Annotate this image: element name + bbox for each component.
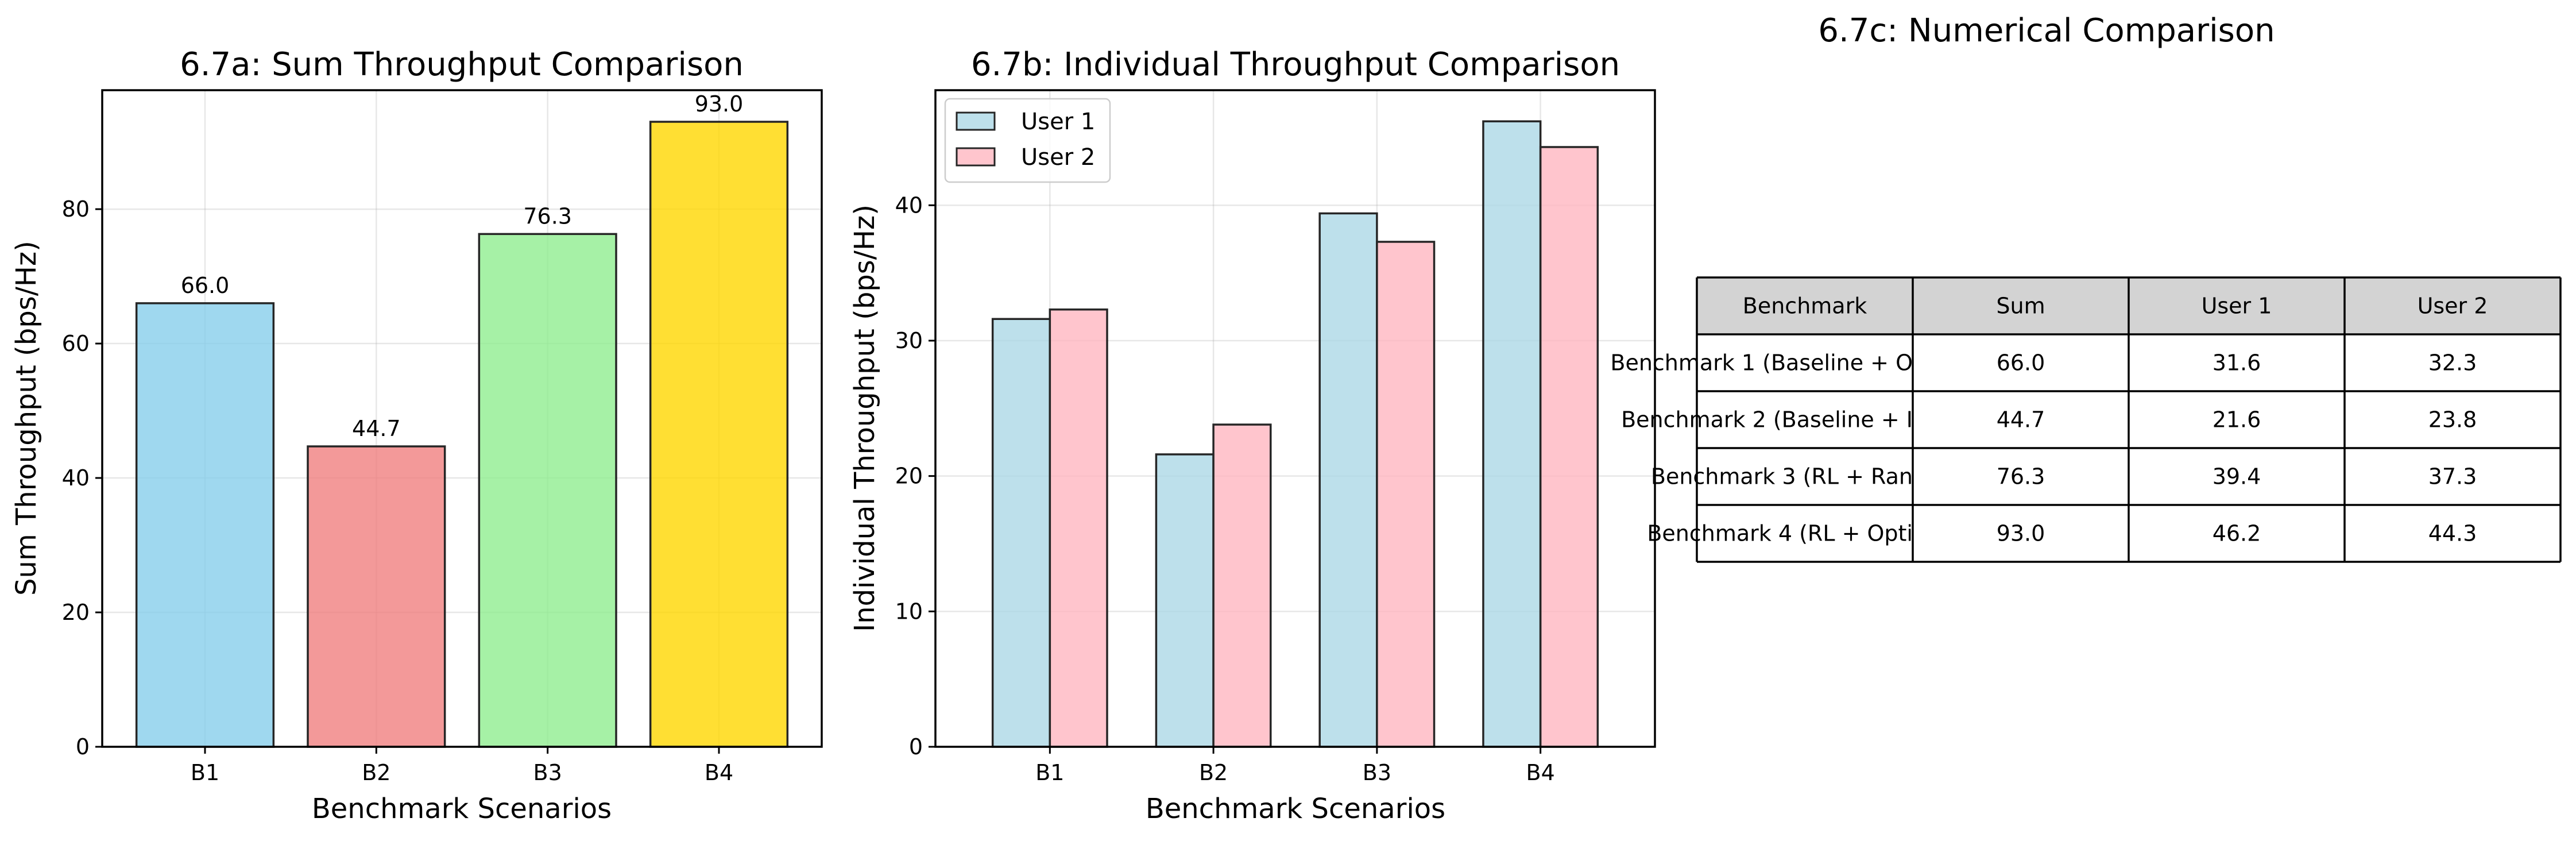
bar-user-1-b2 [1155, 453, 1214, 748]
header-cell-bg [2345, 277, 2560, 334]
table-c-title: 6.7c: Numerical Comparison [1818, 12, 2275, 49]
x-tick-label-b2: B2 [362, 760, 390, 785]
bar-user-1-b3 [1318, 212, 1378, 748]
x-tick-label-b4: B4 [1526, 760, 1555, 785]
chart-a-y-axis-label: Sum Throughput (bps/Hz) [10, 241, 42, 596]
table-cell-value: 32.3 [2428, 350, 2477, 376]
x-tick-label-b1: B1 [1035, 760, 1064, 785]
header-cell-user-2: User 2 [2418, 294, 2488, 319]
table-cell-value: 23.8 [2428, 407, 2477, 433]
chart-a-x-axis-label: Benchmark Scenarios [312, 793, 612, 825]
legend-swatch-user-2 [956, 147, 996, 167]
chart-b-frame [934, 89, 1656, 748]
header-cell-user-1: User 1 [2202, 294, 2272, 319]
chart-b: 0 10 20 30 40 B1 B2 B3 B4 6.7b: Individual Thro… [849, 46, 1656, 825]
bar-b3 [478, 233, 617, 748]
chart-a-x-ticks: B1 B2 B3 B4 [191, 747, 733, 785]
table-cell-benchmark: Benchmark 4 (RL + Opti [1647, 521, 1913, 546]
y-tick-label: 0 [909, 734, 923, 759]
chart-b-x-axis-label: Benchmark Scenarios [1146, 793, 1445, 825]
header-cell-bg [1913, 277, 2129, 334]
y-tick-label: 40 [62, 465, 90, 491]
chart-b-y-axis-label: Individual Throughput (bps/Hz) [849, 205, 881, 632]
data-label-b3: 76.3 [523, 203, 572, 229]
chart-b-y-ticks: 0 10 20 30 40 [895, 192, 935, 759]
bar-user-2-b4 [1539, 146, 1599, 748]
table-cell-benchmark: Benchmark 1 (Baseline + O [1610, 350, 1913, 376]
bar-b1 [135, 302, 275, 748]
data-label-b1: 66.0 [181, 273, 230, 298]
y-tick-label: 20 [62, 600, 90, 625]
table-cell-value: 76.3 [1997, 464, 2045, 489]
table-cell-value: 31.6 [2213, 350, 2261, 376]
table-cell-value: 44.3 [2428, 521, 2477, 546]
header-cell-bg [2129, 277, 2345, 334]
table-cell-benchmark: Benchmark 2 (Baseline + I [1621, 407, 1913, 433]
chart-a: 0 20 40 60 80 B1 B2 B3 B4 66.0 44.7 76.3 93.0 6.7a… [10, 46, 823, 825]
chart-a-title: 6.7a: Sum Throughput Comparison [180, 46, 744, 83]
bar-b2 [307, 445, 446, 748]
legend-label-user-2: User 2 [1021, 144, 1095, 171]
bar-user-2-b2 [1212, 423, 1272, 748]
table-cell-value: 37.3 [2428, 464, 2477, 489]
table-cell-value: 21.6 [2213, 407, 2261, 433]
chart-a-bars [135, 121, 789, 748]
legend-label-user-1: User 1 [1021, 109, 1095, 135]
bar-user-2-b1 [1049, 308, 1108, 748]
table-cell-value: 44.7 [1997, 407, 2045, 433]
table-c: 6.7c: Numerical Comparison Benchmark Sum U… [1610, 12, 2562, 563]
x-tick-label-b2: B2 [1199, 760, 1228, 785]
chart-b-title: 6.7b: Individual Throughput Comparison [971, 46, 1620, 83]
legend-swatch-user-1 [956, 111, 996, 131]
chart-b-legend: User 1 User 2 [944, 98, 1111, 183]
x-tick-label-b3: B3 [1363, 760, 1391, 785]
header-cell-benchmark: Benchmark [1743, 294, 1867, 319]
header-cell-sum: Sum [1996, 294, 2045, 319]
table-cell-value: 93.0 [1997, 521, 2045, 546]
y-tick-label: 10 [895, 599, 923, 624]
table-cell-value: 39.4 [2213, 464, 2261, 489]
x-tick-label-b1: B1 [191, 760, 219, 785]
x-tick-label-b3: B3 [533, 760, 562, 785]
y-tick-label: 60 [62, 331, 90, 356]
y-tick-label: 80 [62, 196, 90, 222]
y-tick-label: 40 [895, 192, 923, 218]
bar-user-1-b1 [991, 318, 1051, 748]
y-tick-label: 30 [895, 328, 923, 353]
x-tick-label-b4: B4 [705, 760, 733, 785]
chart-a-y-ticks: 0 20 40 60 80 [62, 196, 102, 759]
table-cell-value: 66.0 [1997, 350, 2045, 376]
data-label-b2: 44.7 [352, 416, 401, 441]
data-label-b4: 93.0 [695, 91, 744, 117]
y-tick-label: 0 [76, 734, 90, 759]
table-cell-benchmark: Benchmark 3 (RL + Ran [1651, 464, 1913, 489]
bar-user-2-b3 [1376, 241, 1436, 748]
table-cell-value: 46.2 [2213, 521, 2261, 546]
chart-b-bars [991, 120, 1599, 748]
table-c-grid: Benchmark Sum User 1 User 2 Benchmark 1 (Bas… [1610, 276, 2562, 563]
y-tick-label: 20 [895, 464, 923, 489]
header-cell-bg [1697, 277, 1913, 334]
chart-a-data-labels: 66.0 44.7 76.3 93.0 [181, 91, 744, 441]
bar-user-1-b4 [1482, 120, 1542, 748]
chart-b-x-ticks: B1 B2 B3 B4 [1035, 747, 1555, 785]
chart-a-frame [101, 89, 823, 748]
bar-b4 [649, 121, 789, 748]
